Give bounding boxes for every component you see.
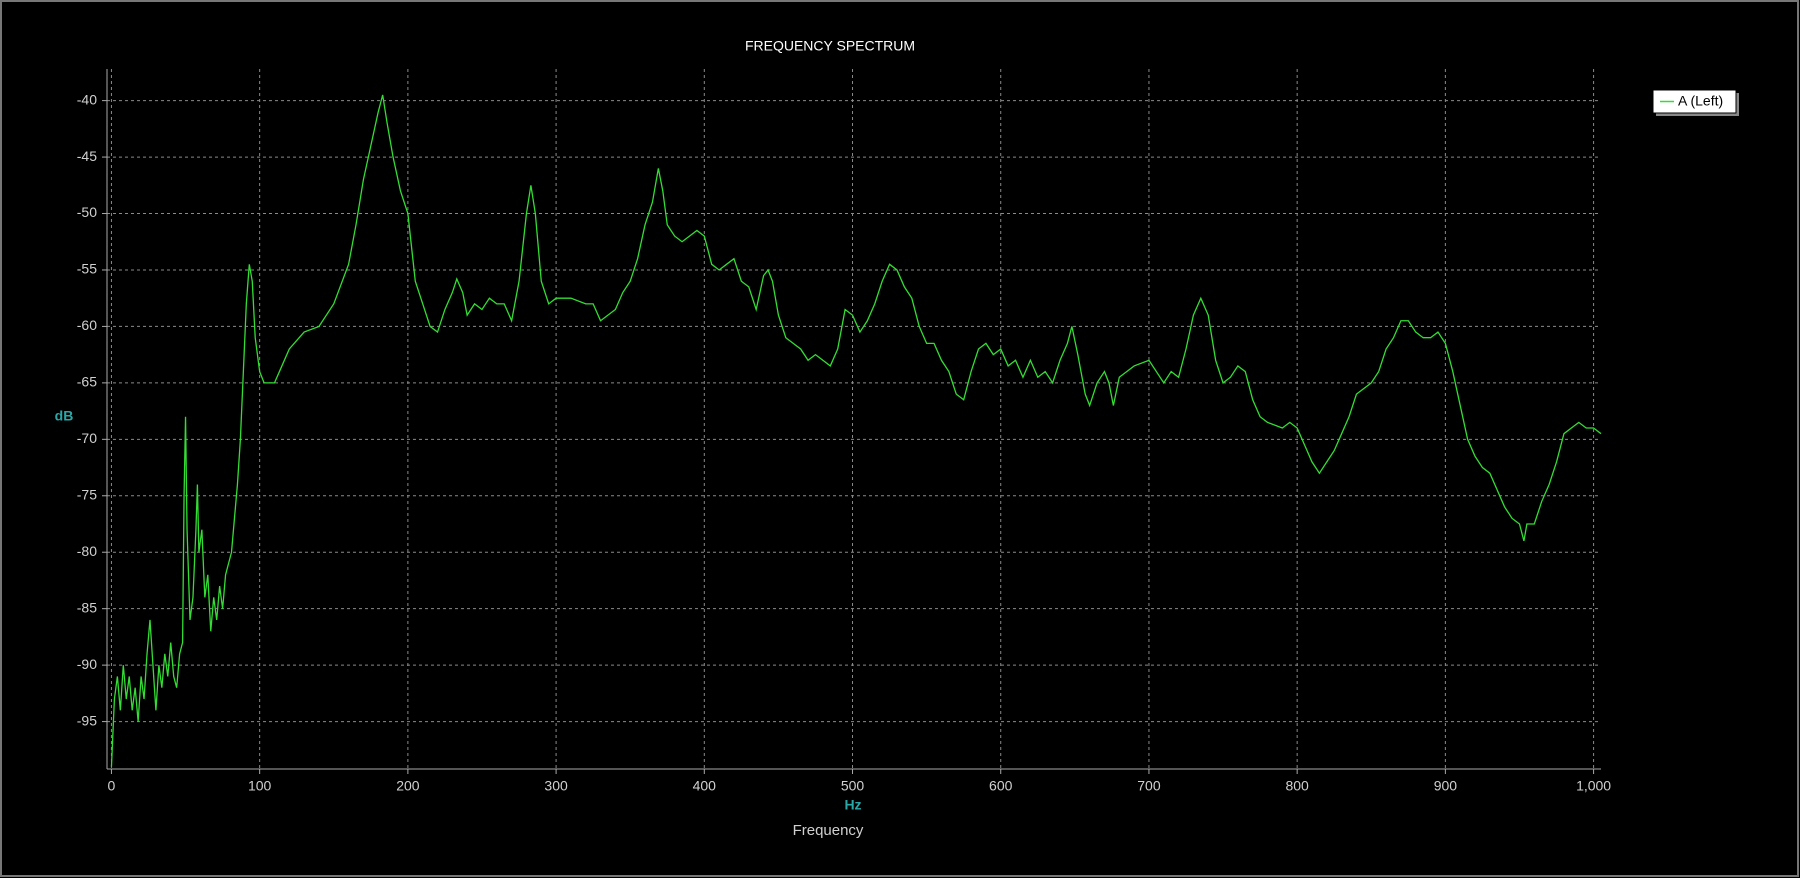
data-line	[110, 94, 1602, 767]
x-tick-label: 600	[989, 778, 1013, 794]
x-tick-label: 200	[396, 778, 420, 794]
x-tick-label: 800	[1285, 778, 1309, 794]
y-tick-label: -75	[77, 486, 97, 502]
y-tick-label: -90	[77, 656, 97, 672]
x-tick-label: 1,000	[1576, 778, 1611, 794]
y-tick-label: -45	[77, 148, 97, 164]
legend: A (Left)	[1652, 89, 1739, 116]
y-tick-label: -40	[77, 91, 97, 107]
x-tick-label: 0	[108, 778, 116, 794]
y-axis-label: dB	[55, 408, 74, 424]
y-tick-label: -85	[77, 599, 97, 615]
y-tick-label: -65	[77, 374, 97, 390]
legend-box	[1652, 89, 1737, 114]
y-tick-label: -50	[77, 204, 97, 220]
x-tick-label: 500	[841, 778, 865, 794]
x-unit-label: Hz	[844, 797, 861, 813]
chart-title: FREQUENCY SPECTRUM	[745, 38, 915, 54]
x-tick-label: 300	[544, 778, 568, 794]
y-tick-label: -70	[77, 430, 97, 446]
x-axis-label: Frequency	[793, 822, 864, 839]
y-tick-label: -80	[77, 543, 97, 559]
x-tick-label: 700	[1137, 778, 1161, 794]
x-tick-label: 400	[693, 778, 717, 794]
x-tick-label: 100	[248, 778, 272, 794]
y-tick-label: -60	[77, 317, 97, 333]
y-tick-label: -55	[77, 261, 97, 277]
y-tick-label: -95	[77, 712, 97, 728]
legend-label: A (Left)	[1678, 93, 1723, 109]
x-tick-label: 900	[1434, 778, 1458, 794]
